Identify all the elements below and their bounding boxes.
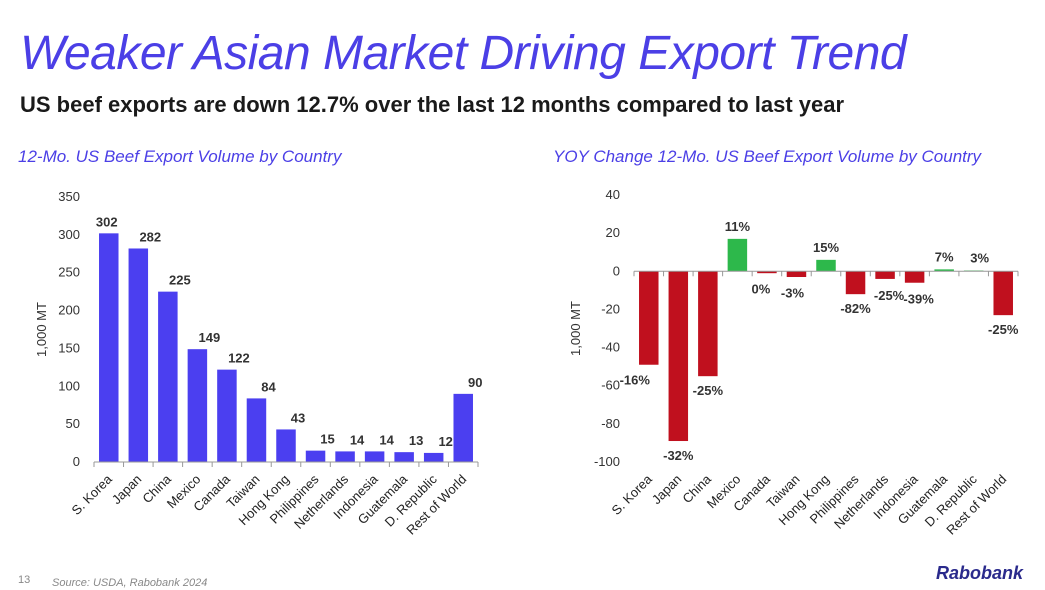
data-label-6: 15% bbox=[813, 240, 839, 255]
bar-philippines bbox=[845, 271, 866, 295]
y-tick-label-7: 40 bbox=[606, 187, 620, 202]
bar-mexico bbox=[727, 238, 748, 272]
volume-bar-chart: 0 50 100 150 200 250 300 350 1,000 MT 302 S. Korea… bbox=[34, 189, 482, 538]
y-tick-label-5: 250 bbox=[58, 265, 80, 280]
bar-indonesia bbox=[364, 451, 385, 462]
data-label-8: -25% bbox=[874, 288, 905, 303]
category-label-0: S. Korea bbox=[609, 471, 656, 518]
data-label-2: 225 bbox=[169, 273, 191, 288]
y-tick-label-6: 20 bbox=[606, 225, 620, 240]
bar-guatemala bbox=[934, 269, 954, 272]
bar-hong-kong bbox=[276, 429, 296, 462]
y-tick-label-7: 350 bbox=[58, 189, 80, 204]
bar-netherlands bbox=[335, 451, 355, 462]
data-label-0: -16% bbox=[620, 373, 651, 388]
bar-philippines bbox=[305, 450, 326, 462]
page-subtitle: US beef exports are down 12.7% over the … bbox=[20, 92, 845, 117]
bar-china bbox=[158, 291, 178, 462]
data-label-0: 302 bbox=[96, 214, 118, 229]
bar-mexico bbox=[187, 349, 208, 462]
data-label-9: 14 bbox=[379, 432, 394, 447]
data-label-11: 12 bbox=[438, 434, 452, 449]
data-label-10: 7% bbox=[935, 249, 954, 264]
bar-taiwan bbox=[246, 398, 267, 462]
data-label-8: 14 bbox=[350, 432, 365, 447]
chart-1-title: 12-Mo. US Beef Export Volume by Country bbox=[18, 147, 342, 166]
bar-d-republic bbox=[423, 452, 444, 462]
bar-indonesia bbox=[904, 271, 925, 283]
data-label-1: -32% bbox=[663, 448, 694, 463]
bar-japan bbox=[668, 271, 689, 442]
page-number: 13 bbox=[18, 574, 31, 586]
data-label-12: 90 bbox=[468, 375, 482, 390]
data-label-9: -39% bbox=[903, 292, 934, 307]
bar-canada bbox=[757, 271, 777, 274]
data-label-12: -25% bbox=[988, 322, 1019, 337]
data-label-11: 3% bbox=[970, 251, 989, 266]
bar-rest-of-world bbox=[453, 393, 473, 462]
bar-rest-of-world bbox=[993, 271, 1013, 316]
data-label-7: -82% bbox=[840, 301, 871, 316]
data-label-10: 13 bbox=[409, 433, 423, 448]
bar-guatemala bbox=[394, 452, 414, 462]
y-axis-label: 1,000 MT bbox=[34, 302, 49, 357]
data-label-6: 43 bbox=[291, 410, 305, 425]
data-label-5: 84 bbox=[261, 379, 276, 394]
bar-s-korea bbox=[639, 271, 659, 365]
category-label-1: Japan bbox=[109, 472, 145, 508]
bar-china bbox=[698, 271, 718, 377]
y-tick-label-4: -20 bbox=[601, 301, 620, 316]
data-label-4: 0% bbox=[752, 281, 771, 296]
category-label-1: Japan bbox=[649, 472, 685, 508]
y-tick-label-0: -100 bbox=[594, 454, 620, 469]
bar-netherlands bbox=[875, 271, 895, 279]
data-label-5: -3% bbox=[781, 285, 805, 300]
data-label-1: 282 bbox=[139, 229, 161, 244]
y-tick-label-5: 0 bbox=[613, 263, 620, 278]
bar-taiwan bbox=[786, 271, 807, 278]
y-tick-label-2: 100 bbox=[58, 378, 80, 393]
chart-2-title: YOY Change 12-Mo. US Beef Export Volume … bbox=[553, 147, 982, 166]
y-tick-label-4: 200 bbox=[58, 303, 80, 318]
bar-canada bbox=[217, 369, 237, 462]
yoy-change-bar-chart: -100 -80 -60 -40 -20 0 20 40 1,000 MT -16% S. Kore… bbox=[568, 187, 1019, 538]
y-tick-label-3: -40 bbox=[601, 340, 620, 355]
bar-hong-kong bbox=[816, 259, 836, 272]
rabobank-logo: Rabobank bbox=[935, 563, 1023, 583]
y-tick-label-3: 150 bbox=[58, 340, 80, 355]
y-tick-label-6: 300 bbox=[58, 227, 80, 242]
bar-s-korea bbox=[99, 233, 119, 462]
bar-japan bbox=[128, 248, 149, 462]
y-tick-label-1: -80 bbox=[601, 416, 620, 431]
data-label-7: 15 bbox=[320, 432, 334, 447]
data-label-2: -25% bbox=[693, 383, 724, 398]
y-tick-label-1: 50 bbox=[66, 416, 80, 431]
data-label-3: 11% bbox=[725, 219, 751, 234]
source-note: Source: USDA, Rabobank 2024 bbox=[52, 577, 208, 589]
y-axis-label: 1,000 MT bbox=[568, 301, 583, 356]
y-tick-label-2: -60 bbox=[601, 378, 620, 393]
data-label-4: 122 bbox=[228, 351, 250, 366]
data-label-3: 149 bbox=[199, 330, 221, 345]
page-title: Weaker Asian Market Driving Export Trend bbox=[20, 27, 907, 80]
y-tick-label-0: 0 bbox=[73, 454, 80, 469]
category-label-0: S. Korea bbox=[69, 471, 116, 518]
